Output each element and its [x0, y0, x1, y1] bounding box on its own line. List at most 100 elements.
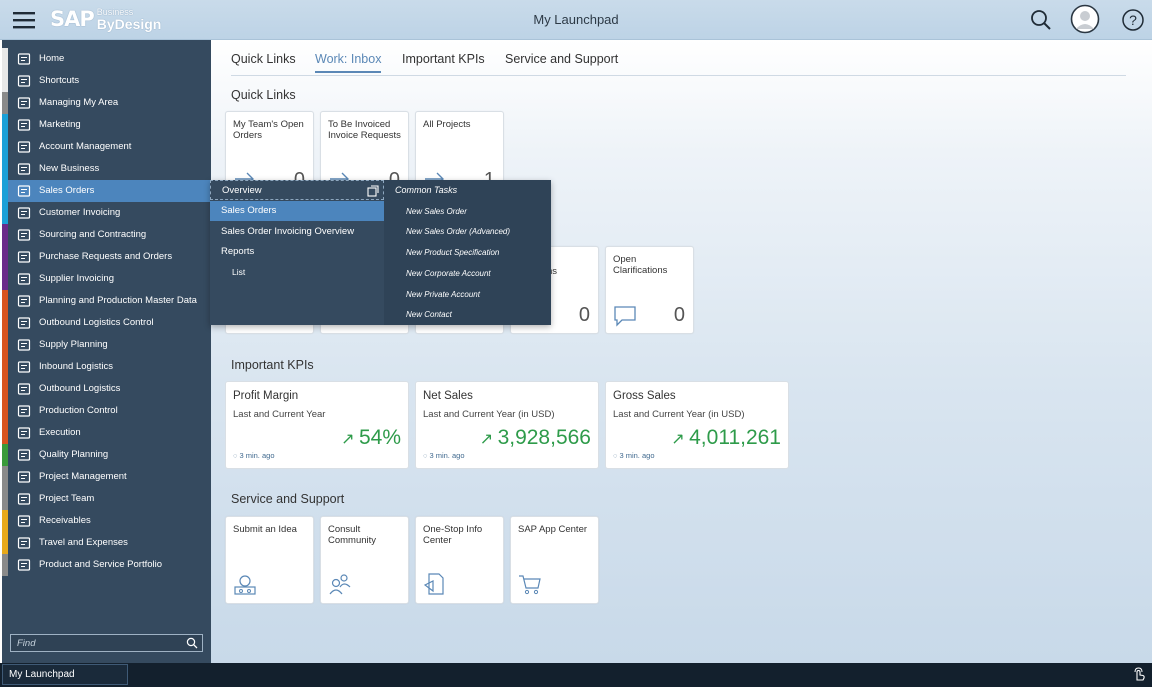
sidebar-item-outbound-logistics[interactable]: Outbound Logistics: [2, 378, 211, 400]
task-new-sales-order[interactable]: New Sales Order: [406, 207, 467, 216]
kpi-value: ↗ 3,928,566: [480, 426, 591, 450]
sidebar-item-quality-planning[interactable]: Quality Planning: [2, 444, 211, 466]
sidebar-item-project-team[interactable]: Project Team: [2, 488, 211, 510]
document-icon: [423, 573, 447, 595]
sidebar-item-product-and-service-portfolio[interactable]: Product and Service Portfolio: [2, 554, 211, 576]
touch-icon[interactable]: [1132, 667, 1146, 681]
page-title: My Launchpad: [533, 12, 619, 27]
sidebar-item-label: Customer Invoicing: [39, 207, 121, 218]
tab-service-support[interactable]: Service and Support: [505, 52, 619, 66]
tile-title: One-Stop Info Center: [423, 524, 483, 546]
sidebar-item-new-business[interactable]: New Business: [2, 158, 211, 180]
purchase-icon: [17, 250, 31, 264]
kpi-net-sales[interactable]: Net Sales Last and Current Year (in USD)…: [415, 381, 599, 469]
sidebar-item-supplier-invoicing[interactable]: Supplier Invoicing: [2, 268, 211, 290]
tile-one-stop-info[interactable]: One-Stop Info Center: [415, 516, 504, 604]
sidebar-item-sales-orders[interactable]: Sales Orders: [2, 180, 211, 202]
help-icon[interactable]: ?: [1120, 7, 1146, 33]
sidebar-item-home[interactable]: Home: [2, 48, 211, 70]
flyout-views: Overview Sales Orders Sales Order Invoic…: [210, 180, 384, 325]
task-new-contact[interactable]: New Contact: [406, 310, 452, 319]
status-bar: My Launchpad: [0, 663, 1152, 687]
color-bar: [2, 290, 8, 312]
flyout-invoicing-overview[interactable]: Sales Order Invoicing Overview: [221, 226, 355, 237]
sidebar-item-execution[interactable]: Execution: [2, 422, 211, 444]
sidebar-item-supply-planning[interactable]: Supply Planning: [2, 334, 211, 356]
trend-up-icon: ↗: [671, 431, 690, 448]
kpi-subtitle: Last and Current Year (in USD): [423, 409, 555, 420]
refresh-icon: ◌: [233, 451, 238, 460]
flyout-list[interactable]: List: [232, 267, 246, 277]
logo-main: SAP: [50, 7, 95, 31]
flyout-overview[interactable]: Overview: [210, 180, 384, 200]
sidebar-item-receivables[interactable]: Receivables: [2, 510, 211, 532]
color-bar: [2, 488, 8, 510]
sidebar-item-production-control[interactable]: Production Control: [2, 400, 211, 422]
shortcuts-icon: [17, 74, 31, 88]
kpi-gross-sales[interactable]: Gross Sales Last and Current Year (in US…: [605, 381, 789, 469]
sidebar-item-account-management[interactable]: Account Management: [2, 136, 211, 158]
user-avatar-icon[interactable]: [1070, 4, 1100, 34]
money-icon: [17, 514, 31, 528]
sidebar-item-project-management[interactable]: Project Management: [2, 466, 211, 488]
sidebar-item-managing-my-area[interactable]: Managing My Area: [2, 92, 211, 114]
sidebar: Home Shortcuts Managing My Area Marketing Ac…: [2, 40, 211, 663]
find-input[interactable]: [11, 635, 181, 651]
chat-bubble-icon: [613, 305, 637, 327]
task-new-sales-order-advanced[interactable]: New Sales Order (Advanced): [406, 227, 511, 236]
sap-logo[interactable]: SAP Business ByDesign: [50, 6, 161, 34]
tab-work-inbox[interactable]: Work: Inbox: [315, 52, 382, 73]
sidebar-item-inbound-logistics[interactable]: Inbound Logistics: [2, 356, 211, 378]
sidebar-item-label: Account Management: [39, 141, 132, 152]
sidebar-item-label: Sourcing and Contracting: [39, 229, 147, 240]
color-bar: [2, 92, 8, 114]
sidebar-item-travel-and-expenses[interactable]: Travel and Expenses: [2, 532, 211, 554]
sidebar-item-marketing[interactable]: Marketing: [2, 114, 211, 136]
sidebar-item-label: Inbound Logistics: [39, 361, 113, 372]
community-icon: [328, 573, 352, 595]
kpi-profit-margin[interactable]: Profit Margin Last and Current Year ↗ 54…: [225, 381, 409, 469]
tile-consult-community[interactable]: Consult Community: [320, 516, 409, 604]
color-bar: [2, 136, 8, 158]
sidebar-item-label: Purchase Requests and Orders: [39, 251, 173, 262]
color-bar: [2, 422, 8, 444]
sidebar-item-label: Supply Planning: [39, 339, 108, 350]
sales-orders-flyout: Overview Sales Orders Sales Order Invoic…: [210, 180, 551, 325]
tile-open-clarifications[interactable]: Open Clarifications 0: [605, 246, 694, 334]
sidebar-item-label: Shortcuts: [39, 75, 80, 86]
find-field[interactable]: [10, 634, 203, 652]
flyout-common-tasks: Common Tasks New Sales Order New Sales O…: [384, 180, 551, 325]
tab-quick-links[interactable]: Quick Links: [231, 52, 296, 66]
tile-submit-idea[interactable]: Submit an Idea: [225, 516, 314, 604]
color-bar: [2, 114, 8, 136]
color-bar: [2, 312, 8, 334]
tile-title: Submit an Idea: [233, 524, 297, 535]
search-icon[interactable]: [186, 637, 198, 649]
sidebar-item-outbound-logistics-control[interactable]: Outbound Logistics Control: [2, 312, 211, 334]
sidebar-item-customer-invoicing[interactable]: Customer Invoicing: [2, 202, 211, 224]
team-icon: [17, 96, 31, 110]
people-icon: [17, 492, 31, 506]
color-bar: [2, 554, 8, 576]
sales-order-icon: [17, 184, 31, 198]
tile-sap-app-center[interactable]: SAP App Center: [510, 516, 599, 604]
search-icon[interactable]: [1028, 7, 1054, 33]
sidebar-item-label: Supplier Invoicing: [39, 273, 114, 284]
task-new-product-specification[interactable]: New Product Specification: [406, 248, 500, 257]
open-window-icon[interactable]: [367, 185, 379, 197]
kpi-updated: ◌ 3 min. ago: [613, 451, 655, 460]
logo-sub: Business ByDesign: [97, 6, 162, 31]
tab-important-kpis[interactable]: Important KPIs: [402, 52, 485, 66]
sidebar-item-sourcing-and-contracting[interactable]: Sourcing and Contracting: [2, 224, 211, 246]
status-tab-launchpad[interactable]: My Launchpad: [2, 664, 128, 685]
task-new-private-account[interactable]: New Private Account: [406, 290, 480, 299]
sidebar-item-shortcuts[interactable]: Shortcuts: [2, 70, 211, 92]
main-content: Quick Links Work: Inbox Important KPIs S…: [211, 40, 1152, 663]
flyout-sales-orders[interactable]: Sales Orders: [210, 201, 384, 221]
color-bar: [2, 444, 8, 466]
menu-icon[interactable]: [12, 8, 36, 32]
sidebar-item-purchase-requests-and-orders[interactable]: Purchase Requests and Orders: [2, 246, 211, 268]
sidebar-item-planning-and-production-master-data[interactable]: Planning and Production Master Data: [2, 290, 211, 312]
kpi-value: ↗ 4,011,261: [671, 426, 781, 450]
task-new-corporate-account[interactable]: New Corporate Account: [406, 269, 491, 278]
